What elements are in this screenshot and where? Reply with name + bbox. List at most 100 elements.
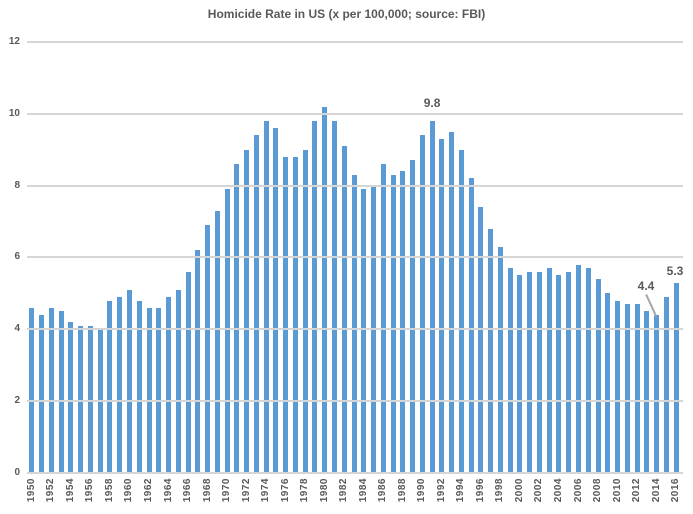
bar-1950	[29, 307, 35, 473]
x-tick-label-2004: 2004	[552, 478, 564, 503]
x-tick-label-1996: 1996	[474, 478, 486, 503]
bar-1960	[126, 289, 132, 473]
y-tick-label-0: 0	[14, 467, 20, 478]
bar-1976	[283, 156, 289, 473]
x-tick-label-1968: 1968	[201, 478, 213, 503]
x-tick-label-2010: 2010	[611, 478, 623, 503]
bar-1984	[361, 189, 367, 473]
bar-2008	[595, 279, 601, 473]
bar-2005	[566, 271, 572, 473]
gridline-10	[27, 112, 683, 115]
x-tick-label-1990: 1990	[416, 478, 428, 503]
x-tick-label-1966: 1966	[182, 478, 194, 503]
bar-2015	[663, 296, 669, 473]
bar-1974	[263, 120, 269, 473]
x-tick-label-2008: 2008	[592, 478, 604, 503]
bar-2000	[517, 275, 523, 473]
bar-1954	[68, 322, 74, 473]
bar-1993	[449, 131, 455, 473]
x-tick-label-1964: 1964	[162, 478, 174, 503]
bar-1953	[58, 311, 64, 473]
bar-1975	[273, 128, 279, 473]
bar-2004	[556, 275, 562, 473]
x-axis-line	[27, 472, 683, 474]
bar-1979	[312, 120, 318, 473]
bar-2002	[536, 271, 542, 473]
bar-2012	[634, 304, 640, 473]
y-tick-label-8: 8	[14, 179, 20, 191]
gridline-12	[27, 40, 683, 43]
bar-1996	[478, 207, 484, 473]
bar-1958	[107, 300, 113, 473]
x-tick-label-1956: 1956	[84, 478, 96, 503]
bar-1987	[390, 174, 396, 473]
data-label-1991: 9.8	[423, 96, 441, 110]
x-tick-label-1986: 1986	[377, 478, 389, 503]
x-tick-label-2014: 2014	[650, 478, 662, 503]
bar-1980	[322, 106, 328, 473]
bar-2007	[585, 268, 591, 473]
bar-1955	[78, 325, 84, 473]
x-tick-label-2000: 2000	[513, 478, 525, 503]
bar-1972	[244, 149, 250, 473]
bar-2010	[615, 300, 621, 473]
bar-1959	[117, 296, 123, 473]
x-tick-label-1978: 1978	[299, 478, 311, 503]
bar-1997	[488, 228, 494, 473]
x-tick-label-1992: 1992	[435, 478, 447, 503]
x-tick-label-1950: 1950	[25, 478, 37, 503]
x-tick-label-2012: 2012	[631, 478, 643, 503]
bar-1965	[175, 289, 181, 473]
bar-1952	[48, 307, 54, 473]
bar-1989	[410, 160, 416, 473]
chart-title: Homicide Rate in US (x per 100,000; sour…	[207, 7, 486, 21]
x-tick-label-2016: 2016	[670, 478, 682, 503]
bar-1971	[234, 164, 240, 473]
data-label-2014: 4.4	[637, 279, 655, 293]
bar-1999	[507, 268, 513, 473]
bar-2014	[654, 314, 660, 473]
bar-1992	[439, 138, 445, 473]
bar-1977	[292, 156, 298, 473]
data-label-2016: 5.3	[666, 264, 684, 278]
gridline-8	[27, 184, 683, 187]
x-tick-label-1984: 1984	[357, 478, 369, 503]
x-tick-label-1960: 1960	[123, 478, 135, 503]
y-tick-label-2: 2	[14, 395, 20, 407]
bar-1963	[156, 307, 162, 473]
bar-1967	[195, 250, 201, 473]
bar-1962	[146, 307, 152, 473]
bar-1986	[380, 164, 386, 473]
x-tick-label-1962: 1962	[143, 478, 154, 503]
x-tick-label-1954: 1954	[64, 478, 76, 503]
bar-2011	[624, 304, 630, 473]
bar-1995	[468, 178, 474, 473]
gridline-4	[27, 328, 683, 331]
bar-1973	[253, 135, 259, 473]
bar-1981	[331, 120, 337, 473]
bar-1951	[39, 314, 45, 473]
bar-2013	[644, 311, 650, 473]
bar-1982	[341, 146, 347, 473]
bar-1961	[136, 300, 142, 473]
x-tick-label-1994: 1994	[455, 478, 467, 503]
x-tick-label-2002: 2002	[533, 478, 545, 503]
x-tick-label-2006: 2006	[572, 478, 584, 503]
bar-2016	[673, 282, 679, 473]
gridline-2	[27, 400, 683, 403]
y-tick-label-10: 10	[8, 107, 20, 119]
bar-2001	[527, 271, 533, 473]
x-tick-label-1974: 1974	[260, 478, 272, 503]
x-tick-label-1988: 1988	[396, 478, 408, 503]
x-tick-label-1980: 1980	[318, 478, 330, 503]
bar-1990	[419, 135, 425, 473]
bar-1968	[205, 225, 211, 473]
bar-1983	[351, 174, 357, 473]
x-tick-label-1952: 1952	[45, 478, 57, 503]
bar-1998	[497, 246, 503, 473]
bar-1966	[185, 271, 191, 473]
bar-1991	[429, 120, 435, 473]
bar-1978	[302, 149, 308, 473]
bar-2003	[546, 268, 552, 473]
